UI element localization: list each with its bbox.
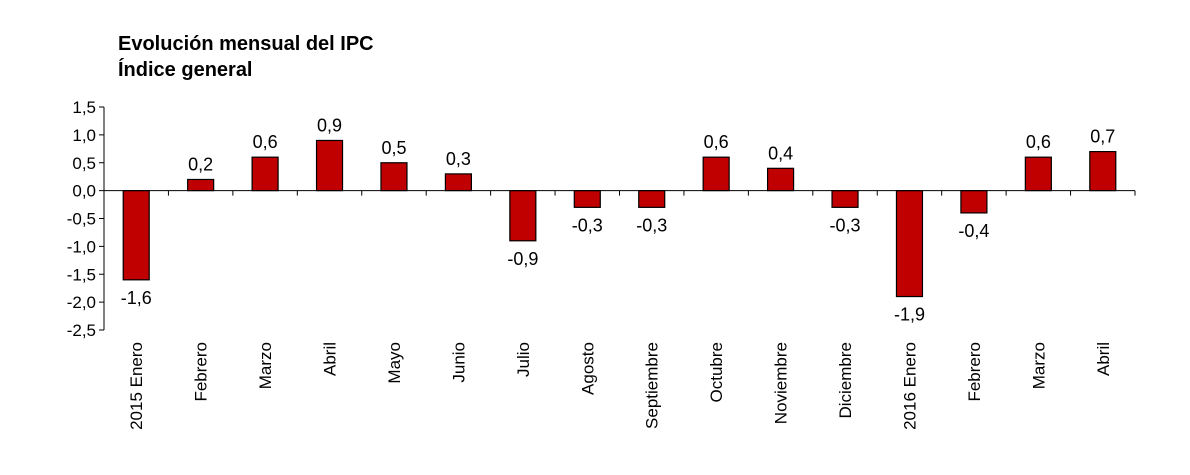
data-label: -0,3 — [830, 215, 861, 235]
y-tick-label: 1,5 — [72, 98, 96, 117]
y-tick-label: 0,5 — [72, 154, 96, 173]
y-tick-label: -1,5 — [67, 265, 96, 284]
category-label: Abril — [321, 342, 340, 376]
bar — [1024, 156, 1052, 192]
category-label: Diciembre — [836, 342, 855, 419]
category-label: 2015 Enero — [127, 342, 146, 430]
bar — [960, 190, 988, 214]
bar — [380, 162, 408, 192]
bar — [187, 178, 215, 192]
data-label: -1,6 — [121, 288, 152, 308]
bar — [895, 190, 924, 298]
category-label: Febrero — [192, 342, 211, 402]
category-label: Junio — [449, 342, 468, 383]
bar — [638, 190, 666, 208]
data-label: -0,3 — [572, 215, 603, 235]
data-label: 0,6 — [253, 132, 278, 152]
category-label: Octubre — [707, 342, 726, 402]
data-label: 0,6 — [704, 132, 729, 152]
data-label: -0,4 — [958, 221, 989, 241]
chart-title: Evolución mensual del IPC — [118, 33, 374, 55]
data-label: -0,9 — [507, 249, 538, 269]
data-label: 0,7 — [1090, 127, 1115, 147]
data-label: 0,6 — [1026, 132, 1051, 152]
bar — [122, 190, 150, 281]
bar — [1089, 151, 1117, 192]
category-label: Abril — [1094, 342, 1113, 376]
data-label: 0,5 — [381, 138, 406, 158]
bar — [831, 190, 859, 208]
y-tick-label: 0,0 — [72, 182, 96, 201]
chart-subtitle: Índice general — [118, 59, 253, 81]
data-label: 0,4 — [768, 143, 793, 163]
data-label: 0,9 — [317, 115, 342, 135]
category-label: Febrero — [965, 342, 984, 402]
bar — [509, 190, 537, 242]
category-label: Agosto — [578, 342, 597, 395]
category-label: Marzo — [256, 342, 275, 389]
y-tick-label: 1,0 — [72, 126, 96, 145]
y-tick-label: -0,5 — [67, 210, 96, 229]
bar — [573, 190, 601, 208]
bar — [251, 156, 279, 192]
bar — [766, 167, 795, 192]
data-label: -1,9 — [894, 305, 925, 325]
data-label: -0,3 — [636, 215, 667, 235]
y-tick-label: -1,0 — [67, 237, 96, 256]
category-label: Mayo — [385, 342, 404, 384]
category-label: Noviembre — [772, 342, 791, 424]
y-tick-label: -2,5 — [67, 321, 96, 340]
data-label: 0,2 — [188, 154, 213, 174]
data-label: 0,3 — [446, 149, 471, 169]
bar — [702, 156, 730, 192]
bar — [444, 173, 473, 192]
category-label: 2016 Enero — [900, 342, 919, 430]
category-label: Septiembre — [643, 342, 662, 429]
category-label: Marzo — [1029, 342, 1048, 389]
bar — [315, 139, 344, 192]
y-tick-label: -2,0 — [67, 293, 96, 312]
category-label: Julio — [514, 342, 533, 377]
